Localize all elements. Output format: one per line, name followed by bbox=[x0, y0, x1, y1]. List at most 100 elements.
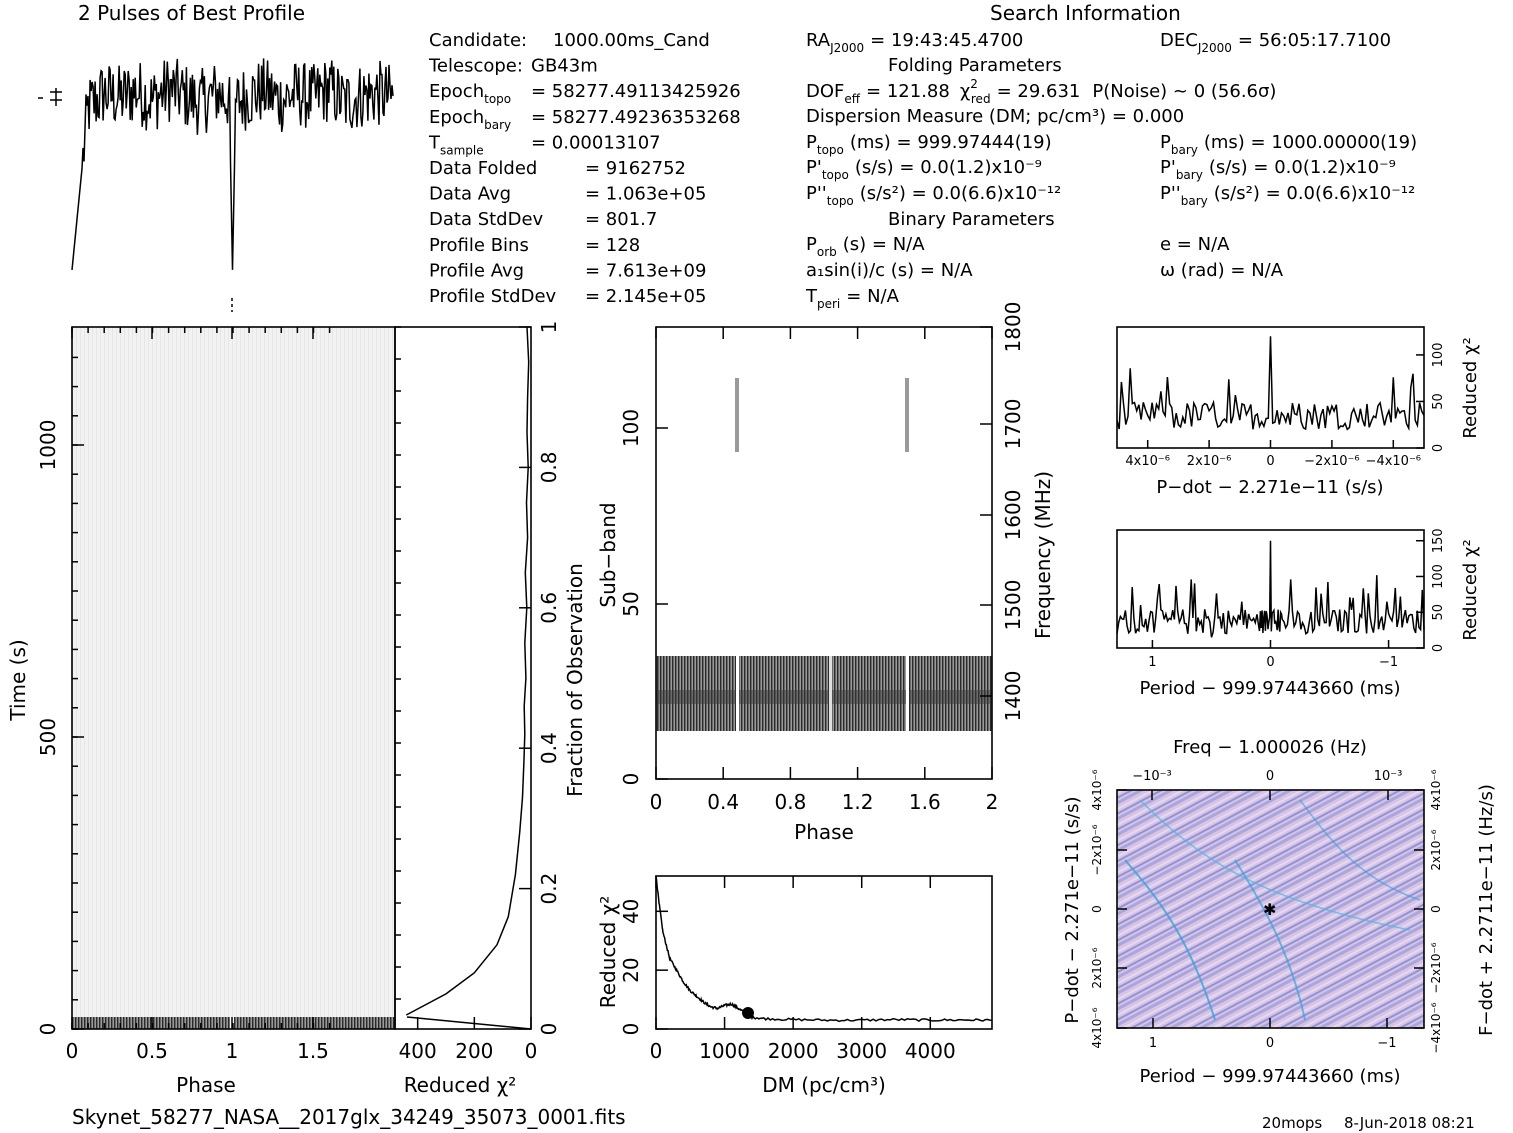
pp-y2label: F−dot + 2.2711e−11 (Hz/s) bbox=[1476, 784, 1497, 1036]
pdot-xtick: 2x10⁻⁶ bbox=[1187, 454, 1232, 469]
ecc-line: e = N/A bbox=[1160, 234, 1230, 255]
info-value: = 1.063e+05 bbox=[585, 184, 706, 205]
subband-xtick: 0.8 bbox=[774, 790, 806, 814]
chi-fraction-xlabel: Reduced χ² bbox=[404, 1073, 517, 1097]
pbary-sub: bary bbox=[1171, 143, 1198, 157]
folding-title: Folding Parameters bbox=[888, 55, 1062, 76]
time-phase-ytick: 500 bbox=[36, 718, 60, 756]
pp-ytick: −2x10⁻⁶ bbox=[1090, 824, 1104, 875]
info-value: = 9162752 bbox=[585, 158, 686, 179]
search-params-right: DECJ2000 = 56:05:17.7100 Pbary (ms) = 1000… bbox=[1160, 30, 1417, 281]
pdot-ytick: 0 bbox=[1431, 444, 1446, 452]
best-fit-marker-icon: ✱ bbox=[1263, 900, 1276, 919]
error-bar-icon bbox=[38, 88, 62, 106]
search-info-title: Search Information bbox=[990, 1, 1181, 25]
info-label: Tsample bbox=[428, 132, 484, 157]
period-ylabel: Reduced χ² bbox=[1460, 539, 1481, 640]
time-phase-xlabel: Phase bbox=[176, 1073, 236, 1097]
pp-ylabel: P−dot − 2.271e−11 (s/s) bbox=[1062, 796, 1083, 1023]
info-value: = 128 bbox=[585, 235, 640, 256]
frequency-ytick: 1500 bbox=[1001, 580, 1025, 631]
period-series-line bbox=[1116, 540, 1425, 638]
pp-ytick: 2x10⁻⁶ bbox=[1090, 947, 1104, 988]
period-xtick: 1 bbox=[1148, 655, 1156, 670]
chi-fraction-ytick: 0 bbox=[537, 1023, 561, 1036]
subband-xtick: 1.6 bbox=[909, 790, 941, 814]
dm-ytick: 20 bbox=[619, 957, 643, 982]
info-value: = 7.613e+09 bbox=[585, 260, 706, 281]
info-value: 1000.00ms_Cand bbox=[553, 30, 710, 51]
pdtopo-label: P' bbox=[806, 157, 822, 178]
chi-fraction-ytick: 0.2 bbox=[537, 873, 561, 905]
pdbary-label: P' bbox=[1160, 157, 1176, 178]
dm-ytick: 0 bbox=[619, 1023, 643, 1036]
profile-title: 2 Pulses of Best Profile bbox=[78, 1, 305, 25]
subband-xtick: 1.2 bbox=[842, 790, 874, 814]
binary-title: Binary Parameters bbox=[888, 209, 1055, 230]
ptopo-value: (ms) = 999.97444(19) bbox=[850, 132, 1052, 153]
info-label: Profile StdDev bbox=[429, 286, 557, 307]
chi-fraction-xtick: 400 bbox=[399, 1039, 437, 1063]
time-phase-ytick: 0 bbox=[36, 1023, 60, 1036]
info-value: = 801.7 bbox=[585, 209, 657, 230]
pp-xtick: 0 bbox=[1266, 1036, 1274, 1051]
pp-y2tick: −2x10⁻⁶ bbox=[1429, 942, 1443, 993]
svg-text:Porb(s) = N/A: Porb (s) = N/A bbox=[806, 234, 925, 259]
pp-ytick: 4x10⁻⁶ bbox=[1090, 769, 1104, 810]
pp-x2tick: 0 bbox=[1266, 769, 1274, 784]
svg-text:P'bary(s/s) = 0.0(1.2)x10⁻⁹: P'bary (s/s) = 0.0(1.2)x10⁻⁹ bbox=[1160, 157, 1396, 182]
time-phase-xtick: 0.5 bbox=[136, 1039, 168, 1063]
pdot-ytick: 50 bbox=[1431, 393, 1446, 410]
pddtopo-value: (s/s²) = 0.0(6.6)x10⁻¹² bbox=[860, 183, 1061, 204]
ra-label: RA bbox=[806, 30, 831, 51]
subband-xtick: 0.4 bbox=[707, 790, 739, 814]
dm-series-line bbox=[655, 875, 993, 1023]
chi-fraction-series-line bbox=[405, 326, 530, 1016]
ra-value: = 19:43:45.4700 bbox=[870, 30, 1023, 51]
dof-label: DOF bbox=[806, 81, 844, 102]
pp-y2tick: 0 bbox=[1429, 905, 1443, 913]
subband-plot: 0 0.4 0.8 1.2 1.6 2 0 50 100 1400 1500 1600 1700 1800… bbox=[596, 302, 1055, 844]
chi-fraction-plot: 400 200 0 0 0.2 0.4 0.6 0.8 1 Reduced χ² Fractio… bbox=[394, 321, 587, 1097]
pdot-xlabel: P−dot − 2.271e−11 (s/s) bbox=[1156, 477, 1383, 498]
chi-fraction-ylabel: Fraction of Observation bbox=[563, 563, 587, 797]
dec-sub: J2000 bbox=[1197, 41, 1232, 55]
pdbary-value: (s/s) = 0.0(1.2)x10⁻⁹ bbox=[1209, 157, 1396, 178]
footer-date: 8-Jun-2018 08:21 bbox=[1344, 1114, 1475, 1132]
info-value: = 58277.49236353268 bbox=[531, 107, 741, 128]
svg-text:Pbary(ms) = 1000.00000(19): Pbary (ms) = 1000.00000(19) bbox=[1160, 132, 1417, 157]
dec-value: = 56:05:17.7100 bbox=[1238, 30, 1391, 51]
ptopo-sub: topo bbox=[817, 143, 844, 157]
subband-ytick: 50 bbox=[619, 591, 643, 616]
period-xtick: −1 bbox=[1379, 655, 1398, 670]
dm-xtick: 3000 bbox=[836, 1039, 887, 1063]
chi-label: χ bbox=[960, 81, 970, 102]
pdot-xtick: −2x10⁻⁶ bbox=[1304, 454, 1359, 469]
pddtopo-label: P'' bbox=[806, 183, 827, 204]
time-phase-xtick: 1 bbox=[226, 1039, 239, 1063]
subband-xtick: 0 bbox=[650, 790, 663, 814]
p-pdot-plane: ✱ 1 0 −1 −10⁻³ 0 10⁻³ 4x10⁻⁶ 2x10⁻⁶ 0 −2x10⁻⁶ 4x10… bbox=[1062, 737, 1497, 1087]
subband-xlabel: Phase bbox=[794, 820, 854, 844]
dm-best-marker bbox=[742, 1007, 754, 1019]
subband-pulse-a bbox=[735, 378, 739, 452]
profile-plot bbox=[38, 58, 394, 312]
svg-text:DECJ2000= 56:05:17.7100: DECJ2000 = 56:05:17.7100 bbox=[1160, 30, 1391, 55]
chi-fraction-ytick: 0.4 bbox=[537, 732, 561, 764]
info-value: = 58277.49113425926 bbox=[531, 81, 741, 102]
info-label: Profile Avg bbox=[429, 260, 524, 281]
info-value: GB43m bbox=[531, 56, 598, 77]
frequency-ytick: 1700 bbox=[1001, 399, 1025, 450]
info-label: Data StdDev bbox=[429, 209, 544, 230]
dec-label: DEC bbox=[1160, 30, 1198, 51]
pp-x2tick: 10⁻³ bbox=[1374, 769, 1403, 784]
asini-line: a₁sin(i)/c (s) = N/A bbox=[806, 260, 973, 281]
profile-series-line bbox=[71, 58, 394, 270]
chi-sub: red bbox=[971, 92, 991, 106]
ptopo-label: P bbox=[806, 132, 817, 153]
period-xtick: 0 bbox=[1266, 655, 1274, 670]
search-params-middle: RA J2000 = 19:43:45.4700 Folding Parameter… bbox=[805, 30, 1276, 311]
time-phase-xtick: 1.5 bbox=[297, 1039, 329, 1063]
